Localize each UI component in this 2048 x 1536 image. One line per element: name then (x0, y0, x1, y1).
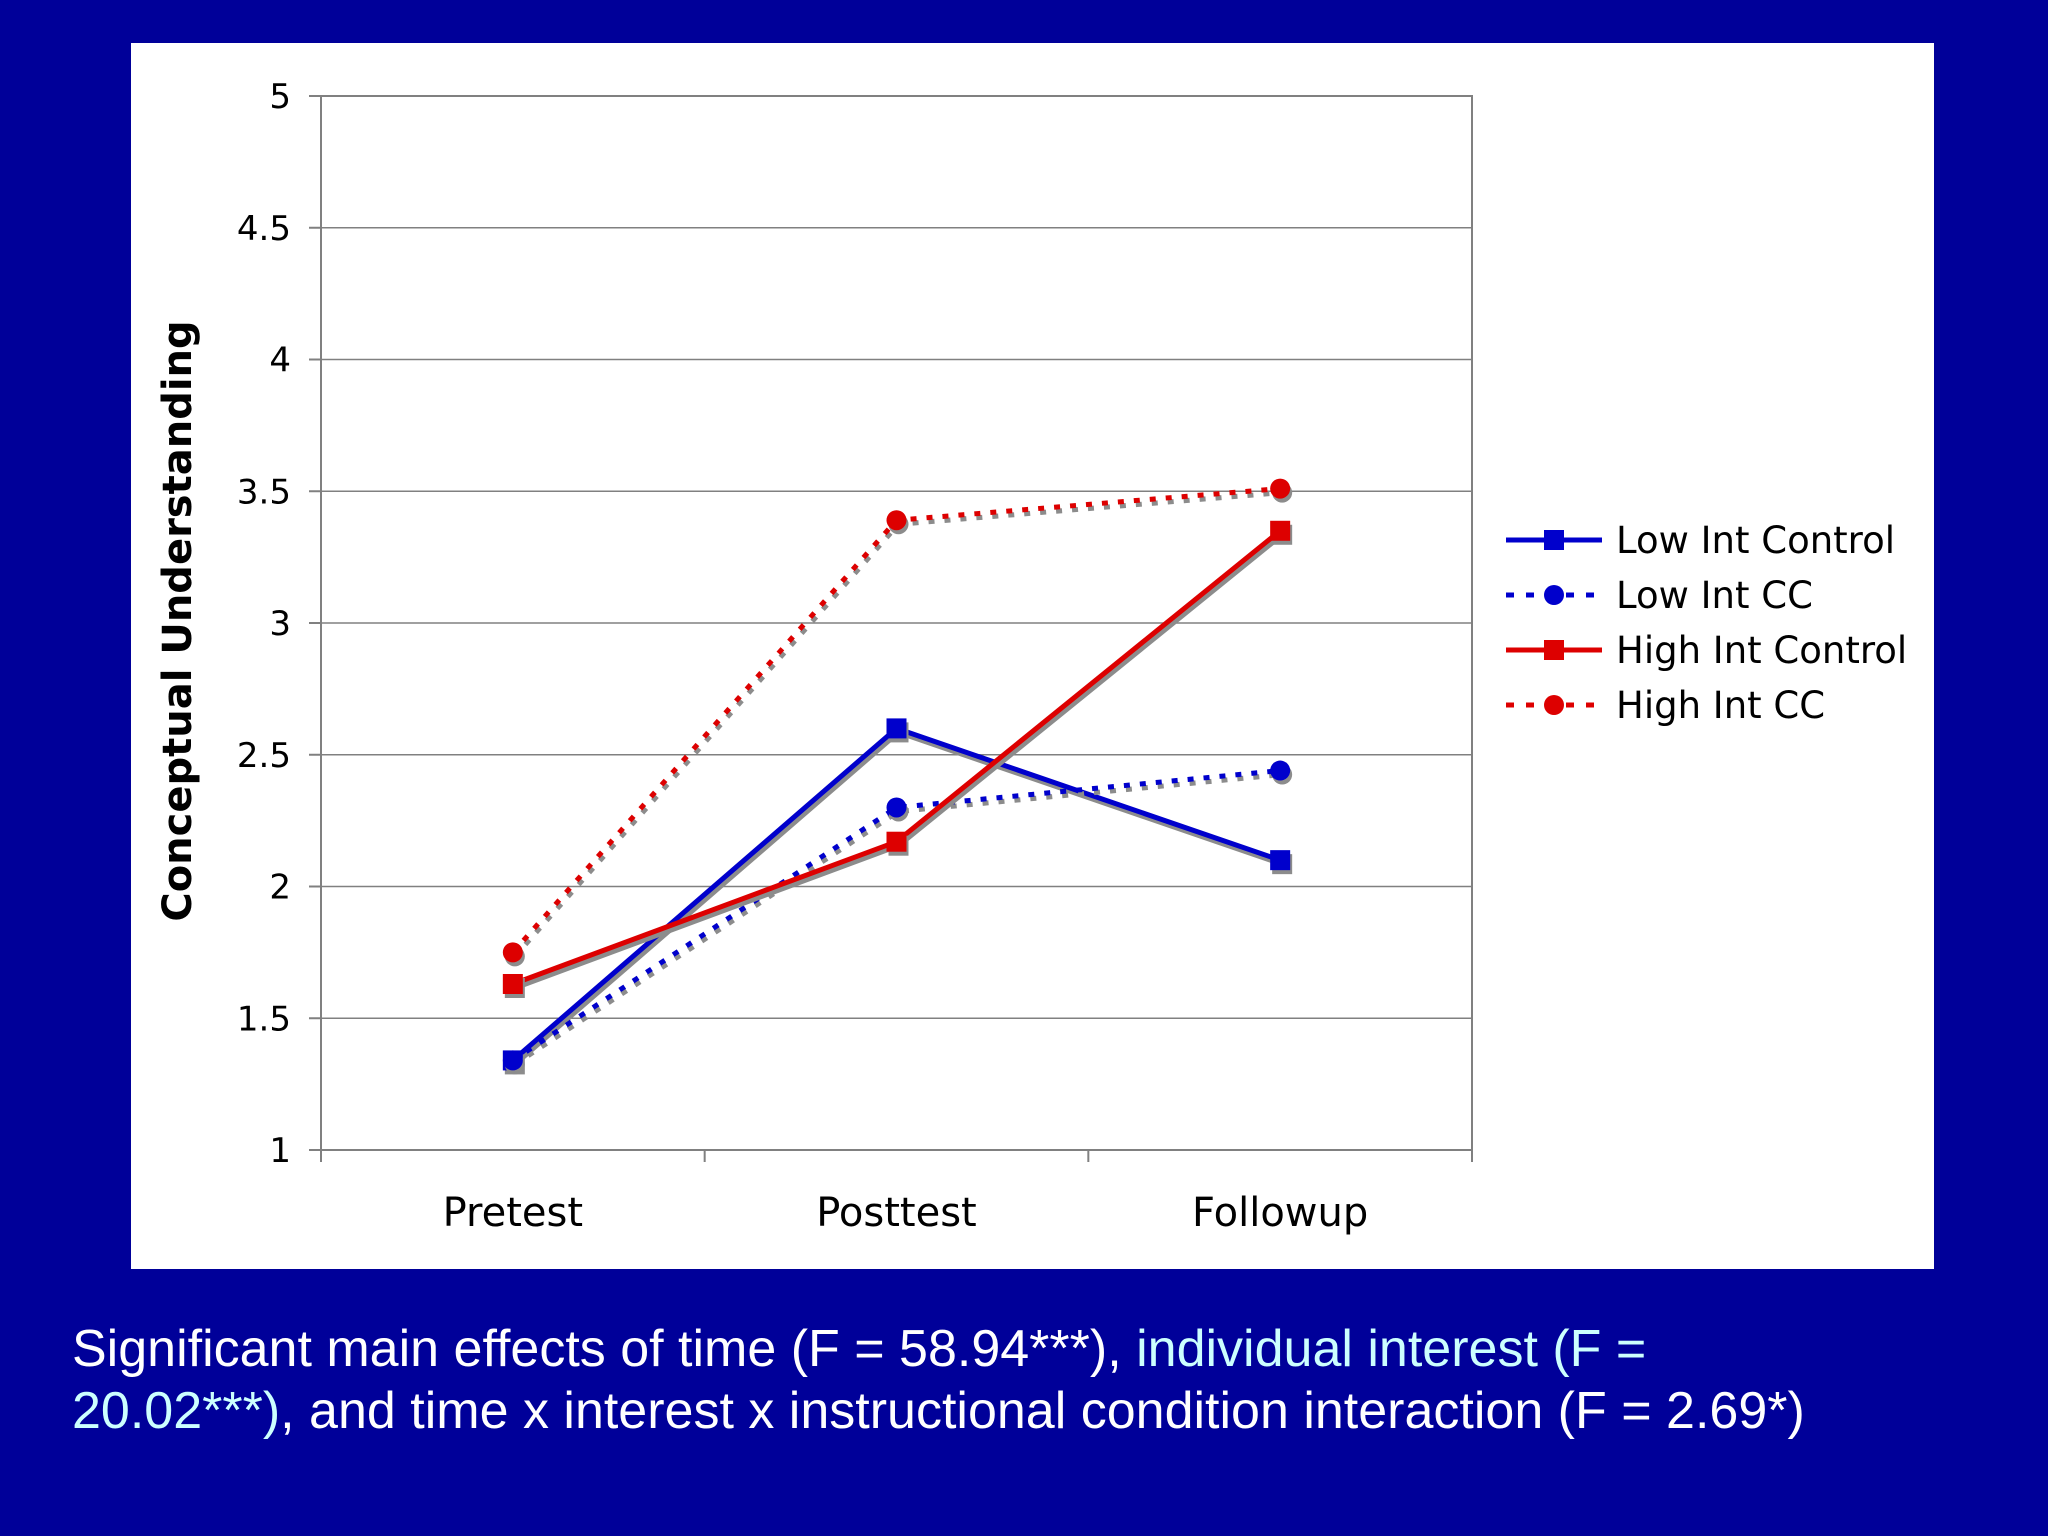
line-chart: 1 1.5 2 2.5 3 3.5 4 4.5 5 Pretest Posttest Followup… (155, 77, 1907, 1236)
data-point (886, 831, 907, 852)
data-point (1270, 478, 1291, 499)
x-category-label: Followup (1192, 1190, 1368, 1236)
legend-item: High Int Control (1506, 629, 1907, 672)
series-layer (502, 478, 1293, 1075)
legend-swatch-marker (1544, 585, 1564, 605)
y-tick-label: 1.5 (237, 999, 291, 1039)
x-category-label: Pretest (443, 1190, 583, 1236)
data-point (1270, 760, 1291, 781)
data-point (886, 510, 907, 531)
y-tick-label: 4.5 (237, 209, 291, 249)
legend: Low Int Control Low Int CC High Int Contro… (1506, 519, 1907, 727)
caption-text-interest: individual interest (F = (1136, 1320, 1647, 1378)
y-tick-label: 4 (269, 341, 291, 381)
caption-text-interest-stat: 20.02***) (72, 1382, 281, 1440)
legend-item: High Int CC (1506, 684, 1825, 727)
series-high-int-control (502, 520, 1293, 998)
series-line-shadow (513, 729, 1283, 1067)
data-point (502, 942, 523, 963)
data-point (886, 718, 907, 739)
data-point (1270, 850, 1291, 871)
legend-item: Low Int CC (1506, 574, 1813, 617)
x-category-label: Posttest (816, 1190, 977, 1236)
legend-swatch-marker (1544, 640, 1564, 660)
caption-text-time: Significant main effects of time (F = 58… (72, 1320, 1137, 1378)
data-point (502, 1050, 523, 1071)
legend-item: Low Int Control (1506, 519, 1895, 562)
y-tick-label: 1 (269, 1131, 291, 1171)
series-low-int-control (502, 718, 1293, 1075)
y-tick-label: 2 (269, 868, 291, 908)
series-high-int-cc (502, 478, 1293, 967)
data-point (502, 973, 523, 994)
chart-panel: 1 1.5 2 2.5 3 3.5 4 4.5 5 Pretest Posttest Followup… (131, 43, 1934, 1269)
caption: Significant main effects of time (F = 58… (72, 1318, 2012, 1442)
grid-layer (321, 227, 1472, 1019)
caption-text-interaction: , and time x interest x instructional co… (280, 1382, 1805, 1440)
legend-label: High Int CC (1616, 684, 1825, 727)
series-low-int-cc (502, 760, 1293, 1075)
legend-swatch-marker (1544, 695, 1564, 715)
y-axis-label: Conceptual Understanding (155, 320, 201, 921)
y-tick-label: 2.5 (237, 736, 291, 776)
axis-layer: 1 1.5 2 2.5 3 3.5 4 4.5 5 Pretest Posttest Followup (237, 77, 1473, 1236)
y-tick-label: 5 (269, 77, 291, 117)
series-line-shadow (513, 532, 1284, 991)
series-line (511, 528, 1282, 987)
data-point (886, 797, 907, 818)
data-point (1270, 520, 1291, 541)
legend-label: High Int Control (1616, 629, 1907, 672)
series-line (511, 725, 1281, 1063)
y-tick-label: 3.5 (237, 472, 291, 512)
y-tick-label: 3 (269, 604, 291, 644)
legend-swatch-marker (1544, 530, 1564, 550)
legend-label: Low Int Control (1616, 519, 1895, 562)
legend-label: Low Int CC (1616, 574, 1813, 617)
